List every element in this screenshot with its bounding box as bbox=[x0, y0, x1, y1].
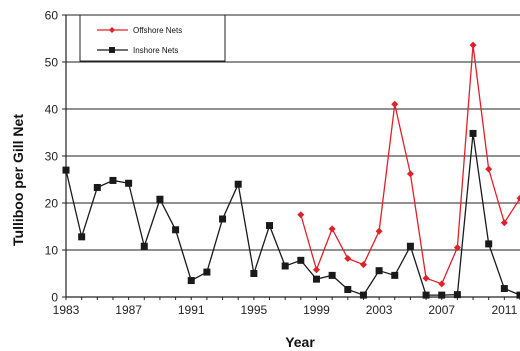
y-axis-title: Tulliboo per Gill Net bbox=[10, 114, 26, 246]
y-axis-ticks: 0 10 20 30 40 50 60 bbox=[45, 9, 66, 305]
legend-inshore-nets-label: Inshore Nets bbox=[133, 46, 178, 55]
inshore-nets-point bbox=[234, 180, 242, 188]
inshore-nets-point bbox=[297, 256, 305, 264]
inshore-nets-point bbox=[140, 242, 148, 250]
x-tick-label: 1995 bbox=[241, 303, 268, 317]
inshore-nets-point bbox=[469, 129, 477, 137]
offshore-nets-point bbox=[312, 266, 320, 274]
inshore-nets-point bbox=[406, 242, 414, 250]
inshore-nets-point bbox=[391, 271, 399, 279]
inshore-nets-point bbox=[266, 222, 274, 230]
series-markers bbox=[62, 41, 520, 299]
inshore-nets-point bbox=[438, 291, 446, 299]
y-tick-label: 60 bbox=[45, 9, 59, 23]
y-tick-label: 50 bbox=[45, 56, 59, 70]
offshore-nets-point bbox=[485, 165, 493, 173]
x-tick-label: 2003 bbox=[366, 303, 393, 317]
inshore-nets-point bbox=[93, 183, 101, 191]
legend-inshore-nets-marker bbox=[109, 47, 115, 53]
legend-box bbox=[79, 14, 226, 62]
offshore-nets-point bbox=[391, 100, 399, 108]
x-tick-label: 1983 bbox=[53, 303, 80, 317]
inshore-nets-line bbox=[65, 133, 520, 296]
y-tick-label: 0 bbox=[51, 291, 58, 305]
y-tick-label: 10 bbox=[45, 244, 59, 258]
x-tick-label: 2011 bbox=[491, 303, 517, 317]
inshore-nets-point bbox=[281, 262, 289, 270]
offshore-nets-point bbox=[516, 194, 520, 202]
inshore-nets-point bbox=[187, 277, 195, 285]
offshore-nets-point bbox=[297, 211, 305, 219]
inshore-nets-point bbox=[78, 233, 86, 241]
offshore-nets-point bbox=[438, 280, 446, 288]
inshore-nets-point bbox=[172, 226, 180, 234]
inshore-nets-point bbox=[109, 176, 117, 184]
x-tick-label: 1987 bbox=[115, 303, 142, 317]
x-axis-ticks: 1983 1987 1991 1995 1999 2003 2007 2011 bbox=[53, 297, 520, 317]
inshore-nets-point bbox=[62, 166, 70, 174]
legend: Offshore Nets Inshore Nets bbox=[79, 14, 226, 62]
inshore-nets-point bbox=[312, 275, 320, 283]
y-tick-label: 20 bbox=[45, 197, 59, 211]
inshore-nets-point bbox=[328, 271, 336, 279]
offshore-nets-point bbox=[328, 225, 336, 233]
offshore-nets-point bbox=[500, 219, 508, 227]
inshore-nets-point bbox=[344, 285, 352, 293]
inshore-nets-point bbox=[250, 270, 258, 277]
legend-offshore-nets-marker bbox=[109, 27, 115, 33]
x-tick-label: 1991 bbox=[178, 303, 205, 317]
x-tick-label: 1999 bbox=[303, 303, 330, 317]
y-tick-label: 40 bbox=[45, 103, 59, 117]
inshore-nets-point bbox=[219, 215, 227, 223]
x-axis-title: Year bbox=[285, 334, 315, 350]
legend-items: Offshore Nets Inshore Nets bbox=[97, 26, 182, 55]
x-tick-label: 2007 bbox=[428, 303, 455, 317]
inshore-nets-point bbox=[516, 291, 520, 299]
inshore-nets-point bbox=[125, 179, 133, 187]
inshore-nets-point bbox=[375, 267, 383, 275]
inshore-nets-point bbox=[500, 285, 508, 293]
offshore-nets-point bbox=[469, 41, 477, 49]
inshore-nets-point bbox=[485, 240, 493, 248]
series-lines bbox=[65, 44, 520, 296]
offshore-nets-point bbox=[375, 227, 383, 235]
y-tick-label: 30 bbox=[45, 150, 59, 164]
legend-offshore-nets-label: Offshore Nets bbox=[133, 26, 182, 35]
offshore-nets-point bbox=[344, 254, 352, 262]
inshore-nets-point bbox=[359, 291, 367, 299]
offshore-nets-point bbox=[406, 170, 414, 178]
offshore-nets-point bbox=[453, 244, 461, 252]
offshore-nets-point bbox=[359, 261, 367, 269]
inshore-nets-point bbox=[422, 291, 430, 299]
offshore-nets-point bbox=[422, 274, 430, 282]
inshore-nets-point bbox=[453, 291, 461, 299]
inshore-nets-point bbox=[203, 268, 211, 276]
inshore-nets-point bbox=[156, 195, 164, 203]
